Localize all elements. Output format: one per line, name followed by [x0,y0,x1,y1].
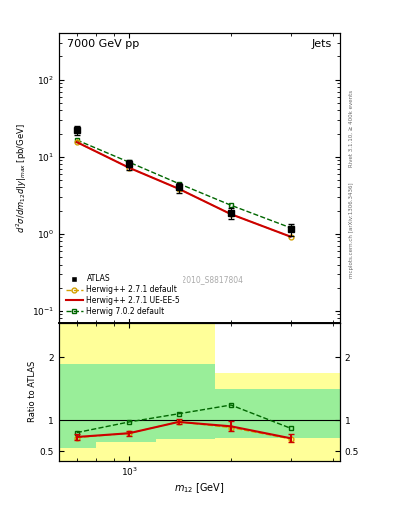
Y-axis label: Ratio to ATLAS: Ratio to ATLAS [28,361,37,422]
Text: Rivet 3.1.10, ≥ 400k events: Rivet 3.1.10, ≥ 400k events [349,90,354,166]
X-axis label: $m_{12}$ [GeV]: $m_{12}$ [GeV] [174,481,225,495]
Text: mcplots.cern.ch [arXiv:1306.3436]: mcplots.cern.ch [arXiv:1306.3436] [349,183,354,278]
Text: Jets: Jets [311,39,332,49]
Legend: ATLAS, Herwig++ 2.7.1 default, Herwig++ 2.7.1 UE-EE-5, Herwig 7.0.2 default: ATLAS, Herwig++ 2.7.1 default, Herwig++ … [63,271,183,319]
Text: 7000 GeV pp: 7000 GeV pp [67,39,140,49]
Text: ATLAS_2010_S8817804: ATLAS_2010_S8817804 [155,275,244,284]
Y-axis label: $d^2\sigma/dm_{12}d|y|_{max}$ [pb/GeV]: $d^2\sigma/dm_{12}d|y|_{max}$ [pb/GeV] [15,123,29,233]
